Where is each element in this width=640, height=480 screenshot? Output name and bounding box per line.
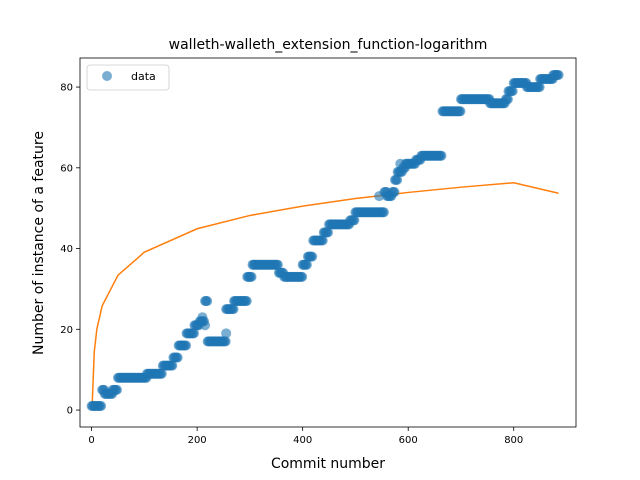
data-point xyxy=(534,82,545,93)
legend-marker xyxy=(102,71,112,81)
data-point xyxy=(436,150,447,161)
points-layer xyxy=(86,69,564,412)
fit-layer xyxy=(91,181,559,407)
y-tick-label: 40 xyxy=(60,244,73,255)
plot-area xyxy=(79,57,577,428)
legend-frame xyxy=(86,64,170,91)
data-point xyxy=(246,271,257,282)
data-point xyxy=(323,227,333,238)
x-tick-label: 800 xyxy=(504,435,523,446)
data-point xyxy=(197,312,208,323)
data-point xyxy=(374,191,385,202)
y-axis-ticks: 0 20 40 60 80 xyxy=(60,83,80,417)
x-axis-label: Commit number xyxy=(271,456,385,472)
data-point xyxy=(301,259,312,270)
data-point xyxy=(395,158,406,169)
data-point xyxy=(349,215,360,226)
data-point xyxy=(553,69,564,80)
plot-frame xyxy=(79,57,577,428)
fit-line xyxy=(91,181,559,407)
legend: data xyxy=(86,64,170,91)
data-point xyxy=(307,251,318,262)
y-tick-label: 60 xyxy=(60,163,73,174)
data-point xyxy=(221,328,232,339)
x-tick-label: 400 xyxy=(293,435,312,446)
data-point xyxy=(202,296,213,307)
data-point xyxy=(272,259,283,270)
data-point xyxy=(507,86,518,97)
data-point xyxy=(502,94,513,105)
x-axis-ticks: 0 200 400 600 800 xyxy=(88,427,523,446)
data-point xyxy=(392,174,403,185)
y-tick-label: 0 xyxy=(67,406,73,417)
data-point xyxy=(389,187,400,198)
data-point xyxy=(297,271,308,282)
data-point xyxy=(156,368,167,379)
data-point xyxy=(188,328,199,339)
data-point xyxy=(228,304,239,315)
data-point xyxy=(96,401,107,412)
y-axis-label: Number of instance of a feature xyxy=(31,131,47,355)
data-point xyxy=(181,340,192,351)
data-point xyxy=(172,352,183,363)
data-point xyxy=(455,106,466,117)
legend-label: data xyxy=(131,70,156,83)
data-point xyxy=(241,296,252,307)
data-point xyxy=(200,320,211,331)
x-tick-label: 600 xyxy=(399,435,418,446)
data-point xyxy=(111,384,122,395)
data-point xyxy=(220,336,231,347)
x-tick-label: 200 xyxy=(188,435,207,446)
y-tick-label: 20 xyxy=(60,325,73,336)
x-tick-label: 0 xyxy=(88,435,94,446)
data-point xyxy=(317,235,328,246)
y-tick-label: 80 xyxy=(60,83,73,94)
data-point xyxy=(378,207,389,218)
chart-title: walleth-walleth_extension_function-logar… xyxy=(169,37,488,53)
data-point xyxy=(167,360,178,371)
